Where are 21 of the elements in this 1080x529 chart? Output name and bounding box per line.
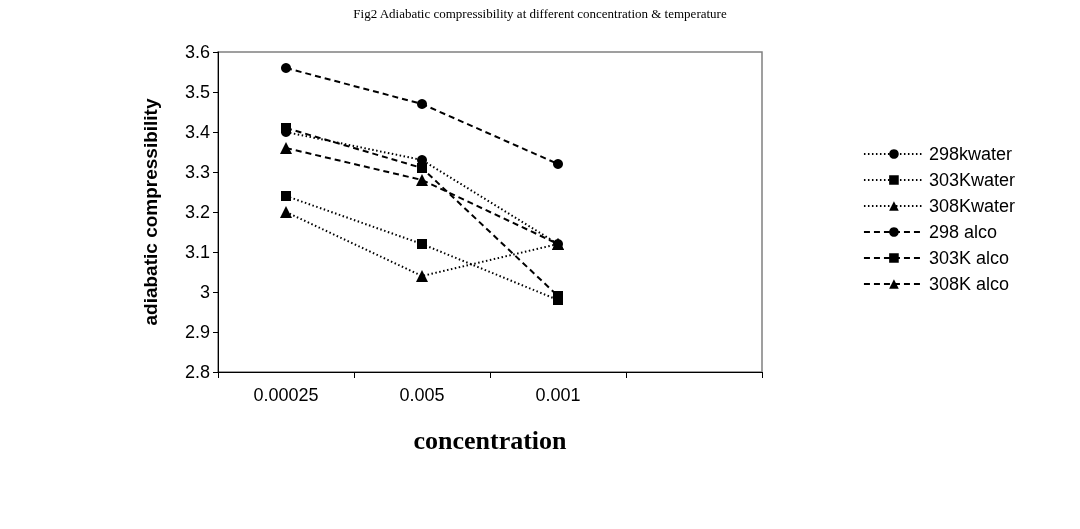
chart-title: Fig2 Adiabatic compressibility at different concentration & temperature	[353, 6, 727, 21]
x-tick-label: 0.00025	[253, 385, 319, 405]
y-tick-label: 2.9	[184, 322, 210, 342]
y-tick-label: 3.3	[184, 162, 210, 182]
y-tick-label: 3.1	[184, 242, 210, 262]
y-axis-title: adiabatic compressibility	[140, 98, 161, 326]
legend-label: 303K alco	[928, 248, 1010, 268]
legend-label: 303Kwater	[928, 170, 1016, 190]
y-tick-label: 3	[199, 282, 210, 302]
legend-label: 308Kwater	[928, 196, 1016, 216]
x-tick-label: 0.001	[535, 385, 581, 405]
legend-label: 308K alco	[928, 274, 1010, 294]
y-tick-label: 3.2	[184, 202, 210, 222]
x-axis-title: concentration	[413, 425, 568, 455]
legend-label: 298 alco	[928, 222, 998, 242]
y-tick-label: 3.4	[184, 122, 210, 142]
y-tick-label: 3.6	[184, 42, 210, 62]
y-tick-label: 2.8	[184, 362, 210, 382]
legend-label: 298kwater	[928, 144, 1013, 164]
y-tick-label: 3.5	[184, 82, 210, 102]
x-tick-label: 0.005	[399, 385, 445, 405]
